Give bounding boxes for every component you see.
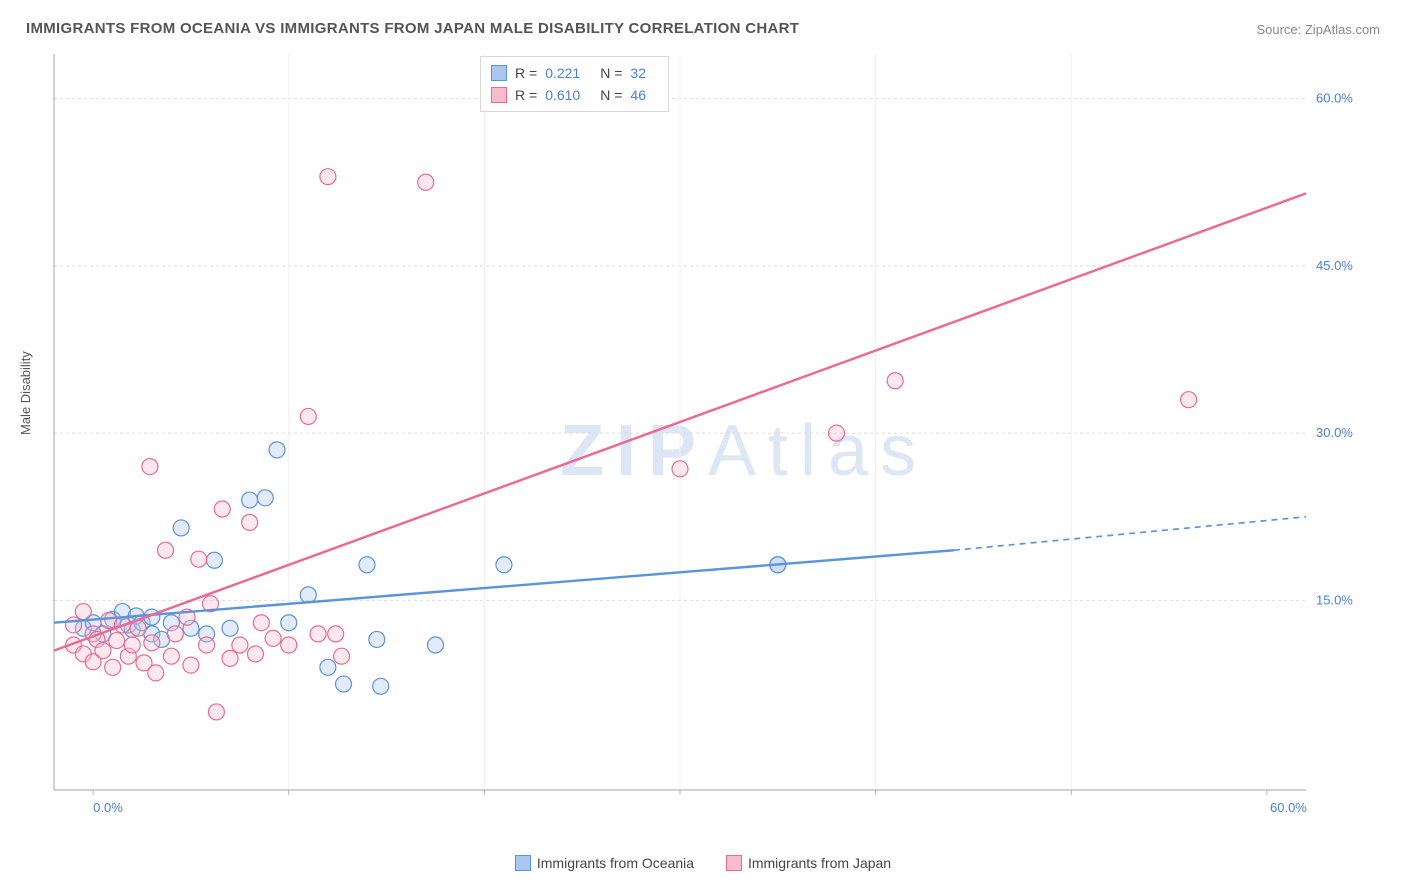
y-axis-label: Male Disability — [18, 351, 33, 435]
source-attribution: Source: ZipAtlas.com — [1256, 22, 1380, 37]
n-value: 32 — [630, 62, 646, 84]
r-value: 0.610 — [545, 84, 580, 106]
series-legend: Immigrants from Oceania Immigrants from … — [0, 855, 1406, 874]
r-label: R = — [515, 62, 537, 84]
n-value: 46 — [630, 84, 646, 106]
legend-swatch-icon — [491, 87, 507, 103]
n-label: N = — [600, 62, 622, 84]
svg-text:0.0%: 0.0% — [93, 800, 123, 815]
svg-text:15.0%: 15.0% — [1316, 592, 1353, 607]
svg-text:60.0%: 60.0% — [1316, 91, 1353, 106]
legend-swatch-icon — [726, 855, 742, 871]
r-label: R = — [515, 84, 537, 106]
legend-swatch-icon — [491, 65, 507, 81]
stats-legend: R = 0.221 N = 32 R = 0.610 N = 46 — [480, 56, 669, 112]
stats-legend-row: R = 0.221 N = 32 — [491, 62, 658, 84]
svg-text:60.0%: 60.0% — [1270, 800, 1307, 815]
svg-text:45.0%: 45.0% — [1316, 258, 1353, 273]
legend-label: Immigrants from Oceania — [537, 855, 694, 871]
legend-swatch-icon — [515, 855, 531, 871]
svg-text:30.0%: 30.0% — [1316, 425, 1353, 440]
chart-title: IMMIGRANTS FROM OCEANIA VS IMMIGRANTS FR… — [26, 20, 799, 37]
legend-item: Immigrants from Japan — [726, 855, 891, 871]
legend-item: Immigrants from Oceania — [515, 855, 694, 871]
r-value: 0.221 — [545, 62, 580, 84]
scatter-plot: 15.0% 30.0% 45.0% 60.0% 0.0% 60.0% — [50, 50, 1366, 820]
chart-area: 15.0% 30.0% 45.0% 60.0% 0.0% 60.0% — [50, 50, 1366, 820]
legend-label: Immigrants from Japan — [748, 855, 891, 871]
stats-legend-row: R = 0.610 N = 46 — [491, 84, 658, 106]
n-label: N = — [600, 84, 622, 106]
